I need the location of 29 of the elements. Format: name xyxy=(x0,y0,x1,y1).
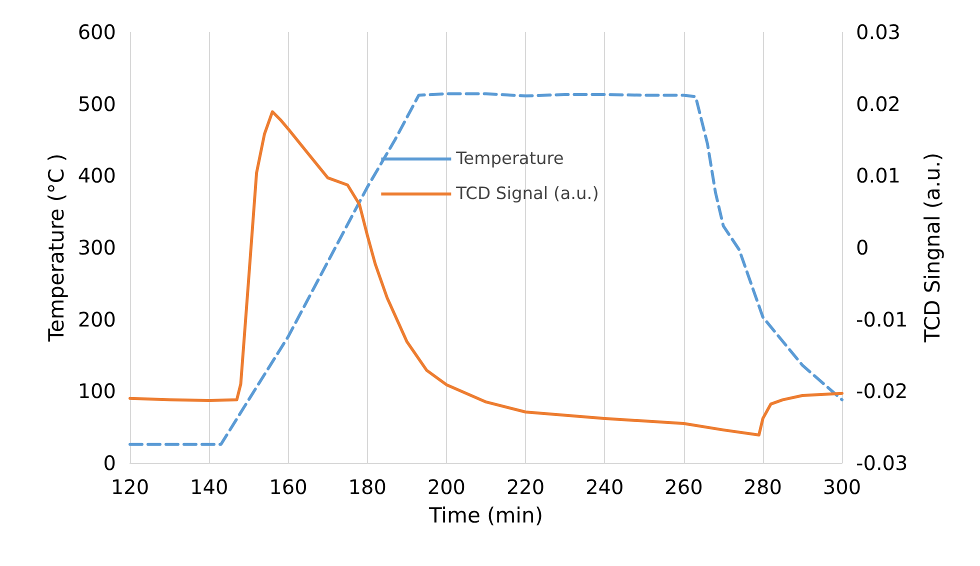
x-tick-label: 260 xyxy=(664,475,703,499)
x-tick-label: 160 xyxy=(269,475,308,499)
y2-tick-label: -0.03 xyxy=(856,451,908,475)
y2-tick-label: 0.03 xyxy=(856,20,901,44)
y2-axis-title: TCD Singnal (a.u.) xyxy=(920,152,944,344)
y2-tick-label: -0.01 xyxy=(856,307,908,332)
y-tick-label: 0 xyxy=(103,451,116,475)
y-tick-label: 400 xyxy=(78,164,116,188)
x-tick-label: 180 xyxy=(348,475,386,499)
x-tick-label: 200 xyxy=(427,475,466,499)
x-tick-label: 280 xyxy=(744,475,782,499)
y2-tick-label: 0 xyxy=(856,236,869,260)
y-tick-label: 600 xyxy=(78,20,116,44)
x-axis-title: Time (min) xyxy=(428,504,544,528)
legend-label: Temperature xyxy=(455,149,564,169)
x-tick-label: 220 xyxy=(506,475,545,499)
x-tick-label: 300 xyxy=(822,475,862,499)
y-tick-label: 200 xyxy=(78,307,116,332)
y-axis-title: Temperature (°C ) xyxy=(44,154,68,342)
legend-label: TCD Signal (a.u.) xyxy=(455,184,599,204)
y-tick-label: 100 xyxy=(78,379,116,404)
y-tick-label: 300 xyxy=(78,236,116,260)
y2-tick-label: 0.02 xyxy=(856,92,901,116)
y2-tick-label: -0.02 xyxy=(856,379,908,404)
x-tick-label: 140 xyxy=(190,475,228,499)
y-tick-label: 500 xyxy=(78,92,116,116)
x-tick-label: 120 xyxy=(110,475,150,499)
x-tick-label: 240 xyxy=(586,475,624,499)
y2-tick-label: 0.01 xyxy=(856,164,901,188)
